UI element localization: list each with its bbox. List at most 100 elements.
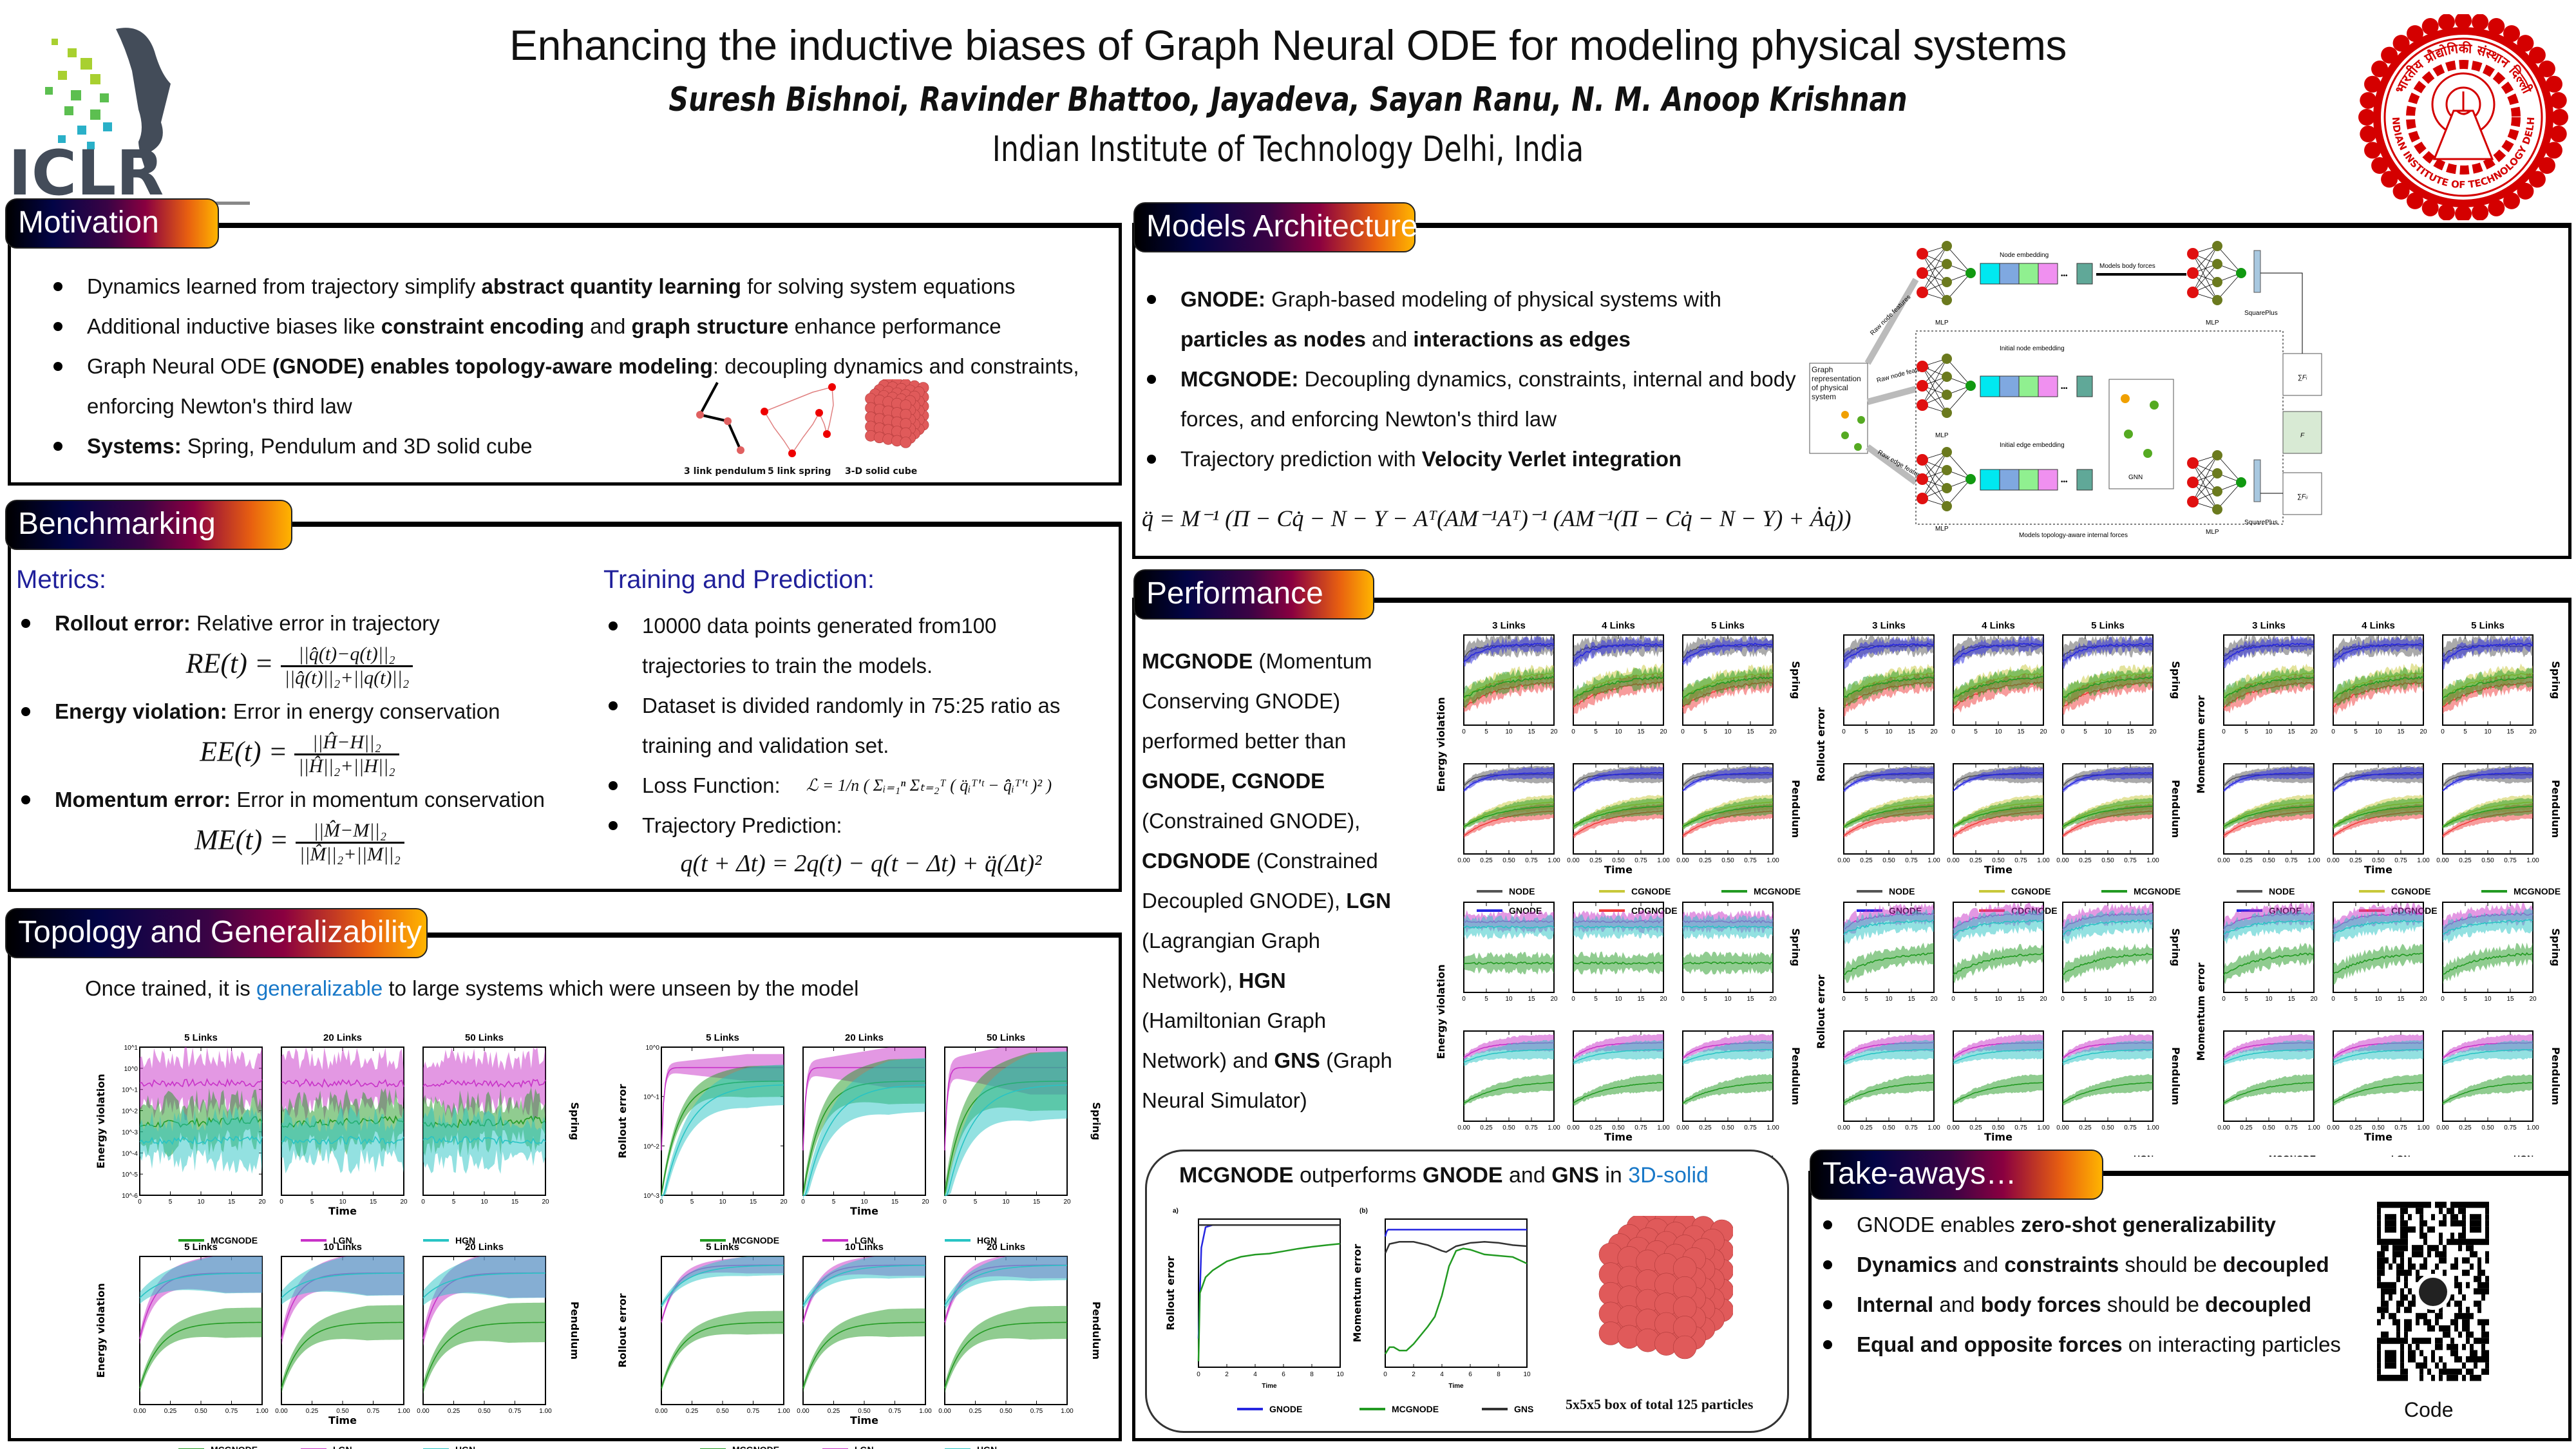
bold-text: MCGNODE — [1142, 649, 1253, 673]
x-tick-label: 0 — [943, 1198, 947, 1206]
line-mcgnode — [1843, 676, 1935, 698]
x-tick-label: 15 — [1528, 728, 1535, 735]
x-tick-label: 0.25 — [2240, 1124, 2253, 1132]
x-axis-label: Time — [1984, 864, 2012, 876]
band-mcgnode — [2333, 666, 2423, 706]
x-tick-label: 10 — [1523, 1371, 1531, 1378]
bold-text: GNODE — [1422, 1163, 1503, 1188]
x-tick-label: 1.00 — [1766, 857, 1779, 864]
equation-fraction: ||Ĥ−H||₂ ||Ĥ||₂+||H||₂ — [294, 732, 399, 777]
x-tick-label: 0 — [1462, 996, 1466, 1003]
systems-figure: 3 link pendulum 5 link spring 3-D solid … — [684, 375, 942, 479]
band-hgn — [1953, 1039, 2043, 1066]
row-label: Pendulum — [569, 1302, 581, 1359]
sum-fij-box-label: ∑Fᵢⱼ — [2297, 493, 2308, 500]
metric-desc: Error in energy conservation — [227, 699, 500, 723]
x-tick-label: 5 — [2083, 996, 2087, 1003]
band-hgn — [2224, 909, 2314, 944]
x-tick-label: 0 — [2441, 996, 2445, 1003]
x-tick-label: 1.00 — [2417, 857, 2430, 864]
qr-code-icon[interactable] — [2377, 1202, 2493, 1385]
x-tick-label: 0.50 — [1612, 1124, 1625, 1132]
x-tick-label: 0.00 — [2217, 1124, 2230, 1132]
band-mcgnode — [1683, 797, 1773, 829]
row-label: Spring — [569, 1102, 581, 1140]
band-hgn — [2224, 1039, 2314, 1066]
legend-label: GNODE — [1509, 905, 1542, 916]
x-tick-label: 1.00 — [2526, 1124, 2539, 1132]
text: Additional inductive biases like — [87, 314, 381, 338]
legend-label: MCGNODE — [211, 1235, 258, 1245]
poster-affiliation: Indian Institute of Technology Delhi, In… — [992, 129, 1584, 169]
text: for solving system equations — [741, 274, 1016, 298]
architecture-bullet: Trajectory prediction with Velocity Verl… — [1142, 439, 1805, 479]
bold-text: decoupled — [2222, 1253, 2329, 1276]
x-tick-label: 1.00 — [1766, 1124, 1779, 1132]
metric-bullet: Rollout error: Relative error in traject… — [16, 603, 583, 643]
squareplus-label: SquarePlus — [2244, 519, 2278, 526]
line-gnode — [1463, 772, 1555, 791]
bold-text: GNODE: — [1180, 287, 1265, 311]
line-hgn — [2333, 1048, 2424, 1063]
solid3d-box: MCGNODE outperforms GNODE and GNS in 3D-… — [1145, 1150, 1789, 1433]
band-mcgnode — [1953, 1074, 2043, 1106]
line-mcgnode — [1197, 1243, 1341, 1361]
line-hgn — [2223, 919, 2315, 935]
line-gnode — [1384, 1229, 1527, 1237]
x-tick-label: 0.25 — [1969, 1124, 1982, 1132]
x-axis-label: Time — [850, 1414, 878, 1426]
y-axis-label: Rollout error — [1815, 974, 1827, 1049]
line-gnode — [1463, 643, 1555, 663]
embedding-cell — [1999, 469, 2020, 491]
topology-intro: Once trained, it is generalizable to lar… — [85, 976, 858, 1001]
band-mcgnode — [1844, 667, 1934, 708]
band-hgn — [423, 1106, 545, 1174]
x-tick-label: 0 — [1951, 996, 1955, 1003]
x-tick-label: 2 — [1225, 1371, 1229, 1378]
x-tick-label: 1.00 — [2307, 857, 2320, 864]
embedding-cell — [2076, 263, 2093, 285]
x-tick-label: 0.25 — [2240, 857, 2253, 864]
band-hgn — [803, 1057, 925, 1201]
x-tick-label: 0.00 — [2056, 857, 2069, 864]
legend-label: GNS — [1514, 1404, 1533, 1414]
x-tick-label: 0.50 — [1502, 857, 1515, 864]
x-tick-label: 0.75 — [509, 1408, 522, 1415]
highlight-text: 3D-solid — [1628, 1163, 1709, 1188]
line-hgn — [1573, 1048, 1664, 1063]
band-hgn — [2333, 1039, 2423, 1066]
text: (Hamiltonian Graph Network) and — [1142, 1009, 1327, 1072]
legend-label: HGN — [977, 1444, 997, 1449]
panel-title: 5 Links — [706, 1032, 739, 1043]
line-mcgnode — [2062, 1082, 2154, 1104]
line-mcgnode — [1573, 961, 1664, 965]
x-tick-label: 10 — [1724, 996, 1732, 1003]
embedding-cell — [2038, 263, 2058, 285]
bold-text: GNS — [1274, 1048, 1320, 1072]
line-gnode — [1573, 772, 1664, 791]
embedding-cell — [1980, 469, 2000, 491]
panel-title: 5 Links — [2091, 620, 2125, 631]
band-hgn — [1844, 1039, 1934, 1065]
bold-text: constraints — [2004, 1253, 2119, 1276]
legend-label: MCGNODE — [211, 1444, 258, 1449]
x-tick-label: 0 — [138, 1198, 142, 1206]
band-lgn — [423, 1047, 545, 1121]
band-mcgnode — [423, 1302, 545, 1394]
band-gnode — [1953, 635, 2043, 667]
line-hgn — [422, 1135, 546, 1146]
line-mcgnode — [1953, 806, 2044, 828]
band-hgn — [1464, 914, 1554, 940]
x-tick-label: 0.25 — [2079, 857, 2092, 864]
x-axis-label: Time — [1262, 1383, 1277, 1390]
band-mcgnode — [661, 1065, 784, 1195]
x-tick-label: 0.75 — [2394, 857, 2407, 864]
x-tick-label: 0 — [1383, 1371, 1387, 1378]
panel-title: 50 Links — [987, 1032, 1025, 1043]
x-tick-label: 5 — [1594, 996, 1598, 1003]
x-tick-label: 0 — [2331, 728, 2335, 735]
x-tick-label: 0.25 — [448, 1408, 460, 1415]
band-hgn — [2333, 909, 2423, 943]
x-tick-label: 15 — [2126, 996, 2134, 1003]
x-tick-label: 5 — [1594, 728, 1598, 735]
